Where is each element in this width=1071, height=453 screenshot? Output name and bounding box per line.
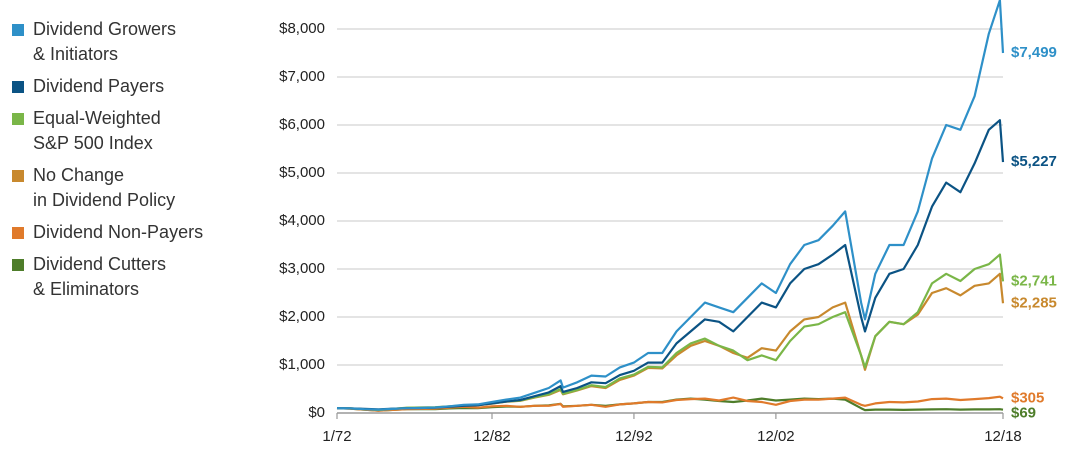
legend-swatch	[12, 170, 24, 182]
y-tick-label: $4,000	[279, 212, 325, 229]
end-label: $7,499	[1011, 44, 1057, 61]
series-line	[336, 119, 1005, 411]
x-tick-label: 12/02	[757, 428, 795, 445]
legend-swatch	[12, 113, 24, 125]
y-tick-label: $7,000	[279, 68, 325, 85]
y-tick-label: $6,000	[279, 116, 325, 133]
legend-item: Dividend Cutters & Eliminators	[12, 252, 252, 302]
legend: Dividend Growers & Initiators Dividend Pa…	[12, 17, 252, 309]
x-tick-label: 1/72	[322, 428, 351, 445]
y-tick-label: $0	[308, 404, 325, 421]
legend-item: No Change in Dividend Policy	[12, 163, 252, 213]
legend-label: Dividend Growers & Initiators	[33, 19, 177, 64]
y-tick-label: $1,000	[279, 356, 325, 373]
y-tick-label: $2,000	[279, 308, 325, 325]
x-tick-label: 12/18	[984, 428, 1022, 445]
x-tick-label: 12/92	[615, 428, 653, 445]
series-line	[336, 253, 1005, 411]
legend-swatch	[12, 81, 24, 93]
y-tick-label: $5,000	[279, 164, 325, 181]
legend-label: Dividend Cutters & Eliminators	[33, 254, 167, 299]
x-tick-label: 12/82	[473, 428, 511, 445]
end-label: $2,285	[1011, 294, 1057, 311]
legend-label: No Change in Dividend Policy	[33, 165, 176, 210]
legend-item: Dividend Non-Payers	[12, 220, 252, 245]
legend-swatch	[12, 259, 24, 271]
legend-label: Dividend Payers	[33, 76, 165, 96]
end-label: $305	[1011, 389, 1044, 406]
end-label: $5,227	[1011, 153, 1057, 170]
legend-label: Equal-Weighted S&P 500 Index	[33, 108, 161, 153]
legend-swatch	[12, 24, 24, 36]
legend-swatch	[12, 227, 24, 239]
y-tick-label: $8,000	[279, 20, 325, 37]
legend-item: Equal-Weighted S&P 500 Index	[12, 106, 252, 156]
end-label: $69	[1011, 404, 1036, 421]
y-tick-label: $3,000	[279, 260, 325, 277]
legend-item: Dividend Payers	[12, 74, 252, 99]
end-label: $2,741	[1011, 272, 1057, 289]
legend-item: Dividend Growers & Initiators	[12, 17, 252, 67]
series-line	[336, 0, 1005, 411]
legend-label: Dividend Non-Payers	[33, 222, 204, 242]
